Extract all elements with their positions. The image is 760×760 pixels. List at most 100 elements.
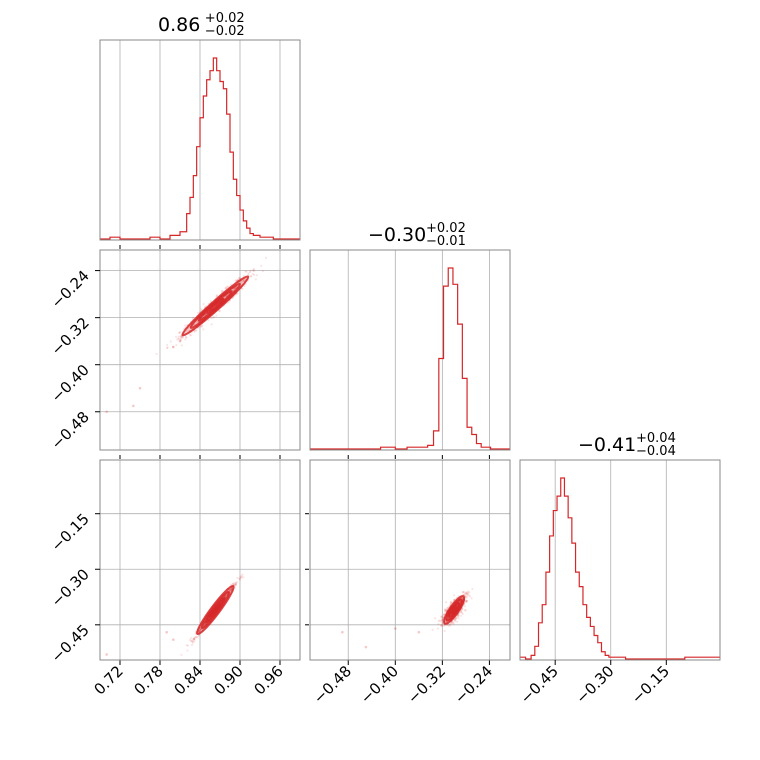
scatter-point [249,269,252,272]
outlier-point [178,339,182,343]
outlier-point [393,627,397,630]
scatter-point [203,622,206,625]
scatter-point [198,630,201,633]
scatter-point [199,628,202,632]
scatter-point [454,616,457,620]
scatter-point [186,330,189,333]
x-tick-label: 0.78 [130,662,166,698]
scatter-point [454,620,457,623]
scatter-point [461,608,464,611]
scatter-point [201,324,204,327]
scatter-point [209,317,213,320]
histogram-2 [520,477,720,660]
scatter-point [229,588,232,591]
scatter-point [444,624,447,627]
scatter-point [192,637,195,641]
scatter-point [229,587,232,590]
scatter-point [234,581,237,585]
scatter-point [245,270,248,273]
scatter-point [233,287,236,290]
scatter-point [233,583,236,586]
scatter-point [238,577,241,580]
diag-panel-0: 0.86 +0.02−0.02 [99,11,301,241]
scatter-point [451,622,454,625]
scatter-point [234,583,237,586]
scatter-point [202,328,205,331]
x-tick-label: −0.32 [404,662,449,707]
scatter-point [444,609,447,612]
scatter-point [193,330,196,333]
scatter-point [460,614,463,617]
panel-frame [309,249,511,451]
scatter-point [449,622,452,626]
scatter-point [453,594,456,597]
scatter-point [233,287,237,290]
scatter-point [442,614,445,617]
scatter-point [464,594,467,597]
panel-title-minus: −0.01 [426,234,466,249]
scatter-point [228,588,231,591]
scatter-point [188,333,192,336]
scatter-point [437,623,440,626]
scatter-point [465,596,469,599]
scatter-point [230,587,233,590]
x-tick-label: −0.45 [517,662,562,707]
scatter-point [242,279,245,282]
scatter-point [253,269,256,272]
scatter-point [178,331,181,335]
contour-level [209,602,221,618]
scatter-point [210,300,213,303]
contour-level [450,605,458,615]
scatter-point [191,316,195,319]
scatter-point [240,282,243,285]
scatter-point [260,264,263,268]
scatter-point [468,595,472,598]
scatter-point [450,601,453,604]
scatter-point [186,649,189,652]
scatter-point [189,638,192,642]
y-tick-label: −0.15 [48,510,93,555]
panel-title-minus: −0.02 [205,24,245,39]
scatter-point [441,618,444,622]
scatter-point [218,309,221,313]
scatter-point [179,339,182,342]
outlier-point [138,386,142,390]
scatter-point [247,272,250,275]
scatter-point [431,628,434,631]
scatter-point [251,272,254,276]
scatter-point [193,637,196,640]
x-tick-label: 0.72 [90,662,126,698]
scatter-point [459,610,462,614]
scatter-point [184,338,187,341]
scatter-point [179,335,183,338]
x-tick-label: −0.40 [357,662,402,707]
y-tick-label: −0.24 [48,267,93,312]
scatter-point [175,335,178,338]
panel-title-plus: +0.04 [636,431,676,446]
scatter-point [234,279,237,282]
scatter-point [464,609,467,612]
scatter-point [193,640,196,643]
outlier-point [341,630,344,634]
scatter-point [440,625,443,628]
scatter-point [234,583,237,587]
scatter-point [191,641,195,644]
scatter-point [155,352,158,356]
scatter-point [442,624,445,627]
outlier-point [132,404,135,408]
scatter-point [462,590,465,594]
scatter-point [464,592,468,596]
scatter-point [249,275,253,278]
scatter-point [188,329,191,332]
scatter-point [252,269,255,272]
y-tick-label: −0.48 [48,408,93,453]
scatter-point [466,592,469,595]
contour-level [189,282,242,329]
contour-level [445,598,463,622]
scatter-point [180,336,183,339]
y-tick-label: −0.40 [48,361,93,406]
scatter-point [185,336,188,339]
contour-level [197,290,233,322]
scatter-point [443,608,447,611]
scatter-point [444,608,447,611]
